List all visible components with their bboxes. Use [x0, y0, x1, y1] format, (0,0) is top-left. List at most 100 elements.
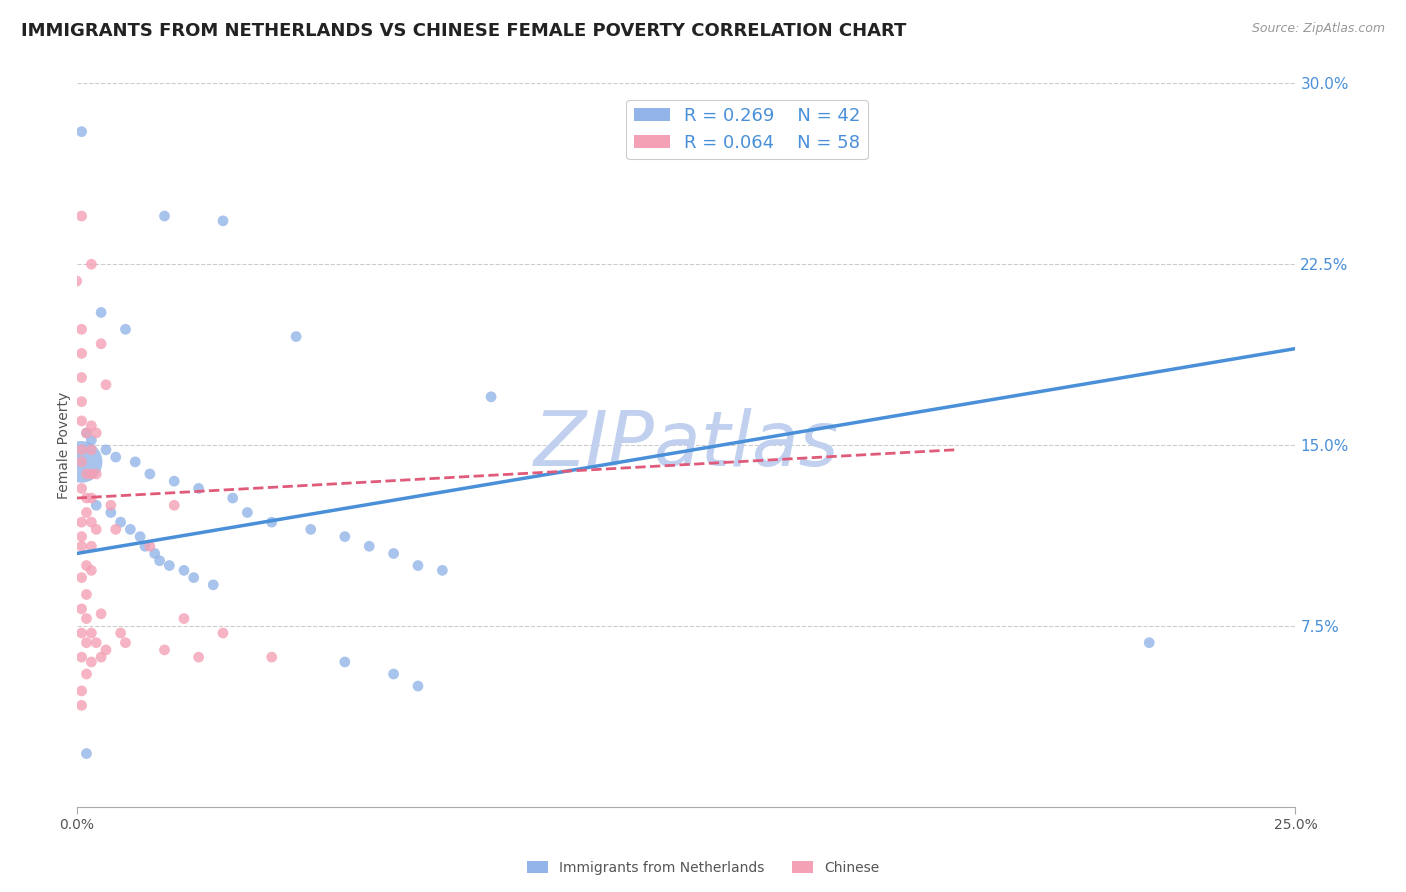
Point	[1137, 635, 1160, 649]
Point	[80, 467, 103, 481]
Point	[70, 442, 93, 457]
Point	[70, 626, 93, 640]
Point	[100, 506, 122, 520]
Point	[66, 274, 89, 288]
Point	[90, 305, 112, 319]
Point	[80, 515, 103, 529]
Point	[70, 209, 93, 223]
Point	[124, 455, 146, 469]
Point	[90, 650, 112, 665]
Point	[84, 522, 107, 536]
Point	[70, 684, 93, 698]
Point	[80, 491, 103, 505]
Point	[84, 467, 107, 481]
Point	[333, 655, 356, 669]
Point	[153, 643, 176, 657]
Point	[236, 506, 259, 520]
Point	[76, 558, 98, 573]
Point	[100, 498, 122, 512]
Point	[80, 433, 103, 447]
Point	[70, 650, 93, 665]
Point	[80, 626, 103, 640]
Point	[212, 626, 235, 640]
Point	[104, 522, 127, 536]
Point	[382, 547, 405, 561]
Point	[76, 611, 98, 625]
Point	[76, 467, 98, 481]
Point	[70, 322, 93, 336]
Point	[157, 558, 180, 573]
Point	[76, 425, 98, 440]
Point	[84, 425, 107, 440]
Point	[163, 474, 186, 488]
Point	[84, 498, 107, 512]
Point	[173, 563, 195, 577]
Point	[80, 655, 103, 669]
Point	[382, 667, 405, 681]
Point	[212, 214, 235, 228]
Point	[134, 539, 156, 553]
Point	[183, 571, 205, 585]
Point	[285, 329, 308, 343]
Y-axis label: Female Poverty: Female Poverty	[58, 392, 72, 499]
Point	[110, 626, 132, 640]
Point	[70, 370, 93, 384]
Point	[260, 515, 283, 529]
Point	[114, 635, 136, 649]
Point	[299, 522, 322, 536]
Point	[94, 442, 117, 457]
Point	[90, 336, 112, 351]
Point	[260, 650, 283, 665]
Text: IMMIGRANTS FROM NETHERLANDS VS CHINESE FEMALE POVERTY CORRELATION CHART: IMMIGRANTS FROM NETHERLANDS VS CHINESE F…	[21, 22, 907, 40]
Legend: Immigrants from Netherlands, Chinese: Immigrants from Netherlands, Chinese	[522, 855, 884, 880]
Point	[84, 635, 107, 649]
Text: Source: ZipAtlas.com: Source: ZipAtlas.com	[1251, 22, 1385, 36]
Point	[139, 539, 162, 553]
Point	[139, 467, 162, 481]
Point	[94, 377, 117, 392]
Point	[143, 547, 166, 561]
Point	[406, 679, 429, 693]
Point	[70, 515, 93, 529]
Point	[163, 498, 186, 512]
Point	[76, 491, 98, 505]
Point	[70, 125, 93, 139]
Point	[120, 522, 142, 536]
Point	[70, 455, 93, 469]
Point	[202, 578, 225, 592]
Point	[94, 643, 117, 657]
Point	[70, 394, 93, 409]
Text: ZIPatlas: ZIPatlas	[533, 408, 839, 482]
Point	[406, 558, 429, 573]
Point	[80, 257, 103, 271]
Point	[70, 482, 93, 496]
Point	[479, 390, 502, 404]
Point	[76, 635, 98, 649]
Point	[70, 698, 93, 713]
Point	[114, 322, 136, 336]
Point	[76, 747, 98, 761]
Point	[80, 563, 103, 577]
Point	[76, 587, 98, 601]
Point	[432, 563, 454, 577]
Point	[76, 506, 98, 520]
Point	[76, 667, 98, 681]
Point	[110, 515, 132, 529]
Point	[222, 491, 245, 505]
Point	[104, 450, 127, 464]
Point	[90, 607, 112, 621]
Point	[129, 530, 152, 544]
Point	[187, 482, 209, 496]
Point	[70, 530, 93, 544]
Point	[76, 425, 98, 440]
Point	[70, 414, 93, 428]
Point	[80, 418, 103, 433]
Legend: R = 0.269    N = 42, R = 0.064    N = 58: R = 0.269 N = 42, R = 0.064 N = 58	[626, 100, 868, 159]
Point	[70, 571, 93, 585]
Point	[187, 650, 209, 665]
Point	[153, 209, 176, 223]
Point	[70, 346, 93, 360]
Point	[80, 539, 103, 553]
Point	[333, 530, 356, 544]
Point	[359, 539, 381, 553]
